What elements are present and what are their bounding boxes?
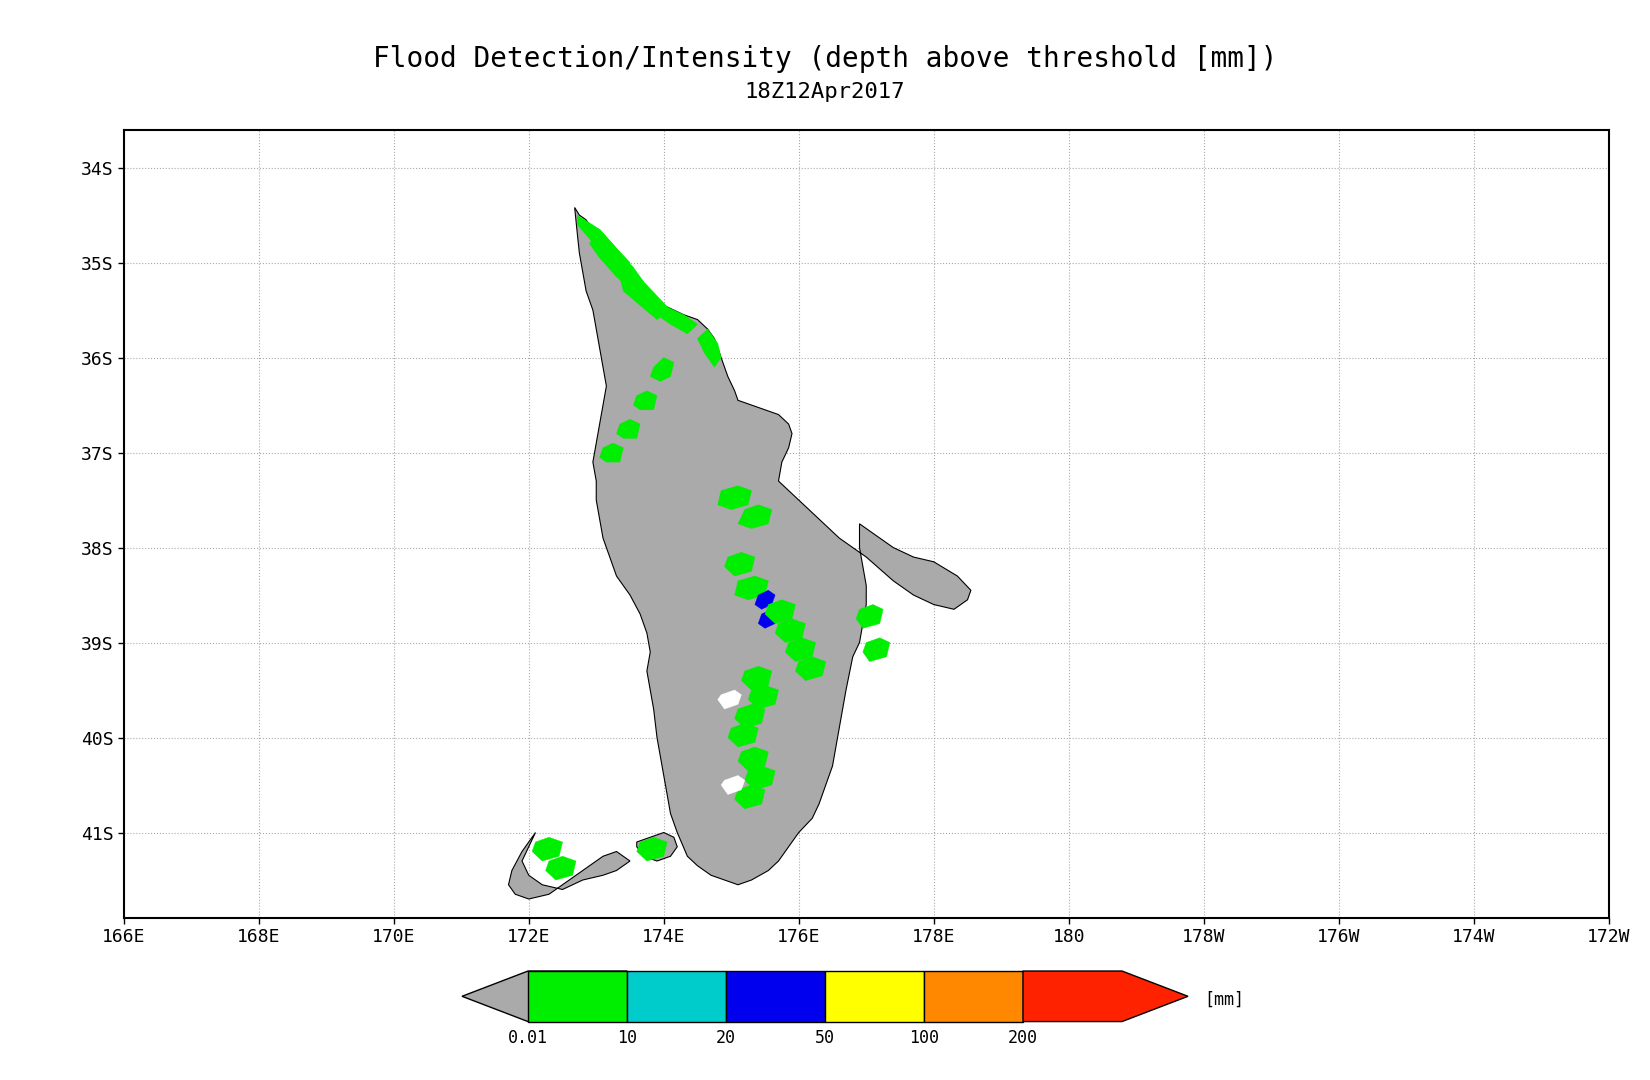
Polygon shape [620,268,670,320]
Text: 50: 50 [815,1028,835,1047]
Polygon shape [589,229,644,292]
Polygon shape [744,766,775,789]
Polygon shape [528,971,627,1022]
Polygon shape [574,207,970,885]
Polygon shape [627,971,726,1022]
Text: 20: 20 [716,1028,736,1047]
Polygon shape [578,215,630,272]
Polygon shape [766,599,795,623]
Polygon shape [634,391,657,409]
Polygon shape [718,690,741,710]
Polygon shape [721,775,744,795]
Polygon shape [1023,971,1188,1022]
Polygon shape [738,747,769,771]
Text: 100: 100 [909,1028,939,1047]
Polygon shape [756,591,776,609]
Polygon shape [640,292,698,334]
Text: [mm]: [mm] [1204,990,1244,1009]
Text: 18Z12Apr2017: 18Z12Apr2017 [744,82,906,102]
Polygon shape [637,833,676,861]
Polygon shape [728,724,759,747]
Polygon shape [741,666,772,690]
Polygon shape [785,638,815,662]
Polygon shape [462,971,627,1022]
Polygon shape [724,552,756,576]
Polygon shape [759,609,779,629]
Polygon shape [776,619,805,643]
Text: 200: 200 [1008,1028,1038,1047]
Polygon shape [738,504,772,528]
Polygon shape [531,837,563,861]
Polygon shape [698,329,721,367]
Text: 0.01: 0.01 [508,1028,548,1047]
Text: 10: 10 [617,1028,637,1047]
Text: Flood Detection/Intensity (depth above threshold [mm]): Flood Detection/Intensity (depth above t… [373,45,1277,73]
Polygon shape [734,785,766,809]
Polygon shape [795,657,825,680]
Polygon shape [734,704,766,728]
Polygon shape [637,837,667,861]
Polygon shape [863,638,889,662]
Polygon shape [825,971,924,1022]
Polygon shape [508,833,630,899]
Polygon shape [747,686,779,710]
Polygon shape [924,971,1023,1022]
Polygon shape [734,576,769,599]
Polygon shape [599,443,624,462]
Polygon shape [617,419,640,438]
Polygon shape [718,486,751,510]
Polygon shape [726,971,825,1022]
Polygon shape [546,856,576,880]
Polygon shape [650,357,673,381]
Polygon shape [856,605,883,629]
